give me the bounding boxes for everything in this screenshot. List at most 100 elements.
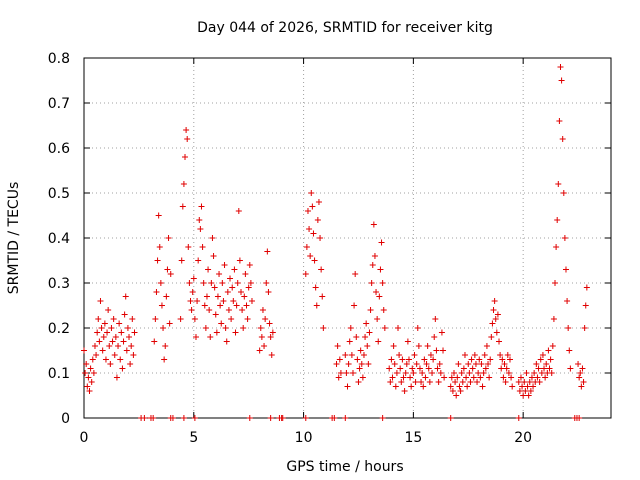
data-point <box>183 127 190 133</box>
data-point <box>129 316 136 322</box>
data-point <box>583 284 590 291</box>
data-point <box>206 307 213 313</box>
data-point <box>365 361 372 367</box>
data-point <box>263 280 270 286</box>
data-point <box>83 361 90 367</box>
data-point <box>504 352 511 358</box>
data-point <box>531 370 538 376</box>
data-point <box>486 374 493 381</box>
data-point <box>534 374 541 381</box>
x-tick-label: 20 <box>514 430 532 446</box>
data-point <box>456 383 463 390</box>
data-point <box>581 325 588 331</box>
data-point <box>516 388 523 394</box>
data-point <box>412 379 419 385</box>
data-point <box>207 334 214 340</box>
data-point <box>553 244 560 250</box>
data-point <box>479 383 486 390</box>
data-point <box>533 361 540 367</box>
y-tick-label: 0.1 <box>48 366 70 382</box>
data-point <box>302 271 309 277</box>
data-point <box>128 343 135 349</box>
data-point <box>319 293 326 300</box>
data-point <box>311 257 318 264</box>
data-point <box>454 374 461 381</box>
data-point <box>156 244 163 250</box>
data-point <box>502 379 509 385</box>
data-point <box>375 338 382 345</box>
data-point <box>244 316 251 322</box>
data-point <box>490 307 497 313</box>
data-point <box>472 361 479 367</box>
data-point <box>122 293 129 300</box>
data-point <box>422 374 429 381</box>
data-point <box>158 302 165 309</box>
data-point <box>390 343 397 349</box>
data-point <box>353 334 360 340</box>
data-point <box>525 392 532 399</box>
data-point <box>110 316 117 322</box>
data-point <box>450 370 457 376</box>
data-point <box>470 374 477 381</box>
data-point <box>190 275 197 282</box>
data-point <box>119 365 126 372</box>
data-point <box>212 311 219 318</box>
data-point <box>559 136 566 142</box>
data-point <box>104 329 111 336</box>
data-point <box>348 352 355 358</box>
data-point <box>346 338 353 345</box>
data-points <box>81 64 590 421</box>
data-point <box>468 356 475 363</box>
data-point <box>459 379 466 385</box>
data-point <box>234 280 241 286</box>
data-point <box>187 298 194 304</box>
data-point <box>430 356 437 363</box>
data-point <box>130 352 137 358</box>
data-point <box>579 365 586 372</box>
data-point <box>419 370 426 376</box>
data-point <box>219 280 226 286</box>
data-point <box>102 356 109 363</box>
data-point <box>354 356 361 363</box>
y-tick-label: 0.7 <box>48 96 70 112</box>
data-point <box>488 334 495 340</box>
x-tick-label: 0 <box>80 430 89 446</box>
data-point <box>161 356 168 363</box>
data-point <box>127 361 134 367</box>
data-point <box>94 329 101 336</box>
data-point <box>153 289 160 295</box>
data-point <box>368 280 375 286</box>
data-point <box>313 302 320 309</box>
data-point <box>88 379 95 385</box>
data-point <box>224 289 231 295</box>
data-point <box>120 338 127 345</box>
data-point <box>82 370 89 376</box>
data-point <box>552 280 559 286</box>
data-point <box>334 343 341 349</box>
data-point <box>427 352 434 358</box>
data-point <box>426 379 433 385</box>
data-point <box>449 388 456 394</box>
data-point <box>557 64 564 70</box>
data-point <box>481 352 488 358</box>
data-point <box>116 320 123 327</box>
data-point <box>246 415 253 421</box>
data-point <box>310 230 317 237</box>
data-point <box>211 284 218 291</box>
data-point <box>425 365 432 372</box>
data-point <box>242 271 249 277</box>
data-point <box>227 275 234 282</box>
data-point <box>369 262 376 268</box>
data-point <box>262 316 269 322</box>
data-point <box>494 311 501 318</box>
data-point <box>506 356 513 363</box>
data-point <box>307 253 314 259</box>
data-point <box>131 329 138 336</box>
data-point <box>100 334 107 340</box>
data-point <box>381 325 388 331</box>
data-point <box>166 320 173 327</box>
data-point <box>530 383 537 390</box>
data-point <box>408 383 415 390</box>
data-point <box>509 383 516 390</box>
data-point <box>265 289 272 295</box>
